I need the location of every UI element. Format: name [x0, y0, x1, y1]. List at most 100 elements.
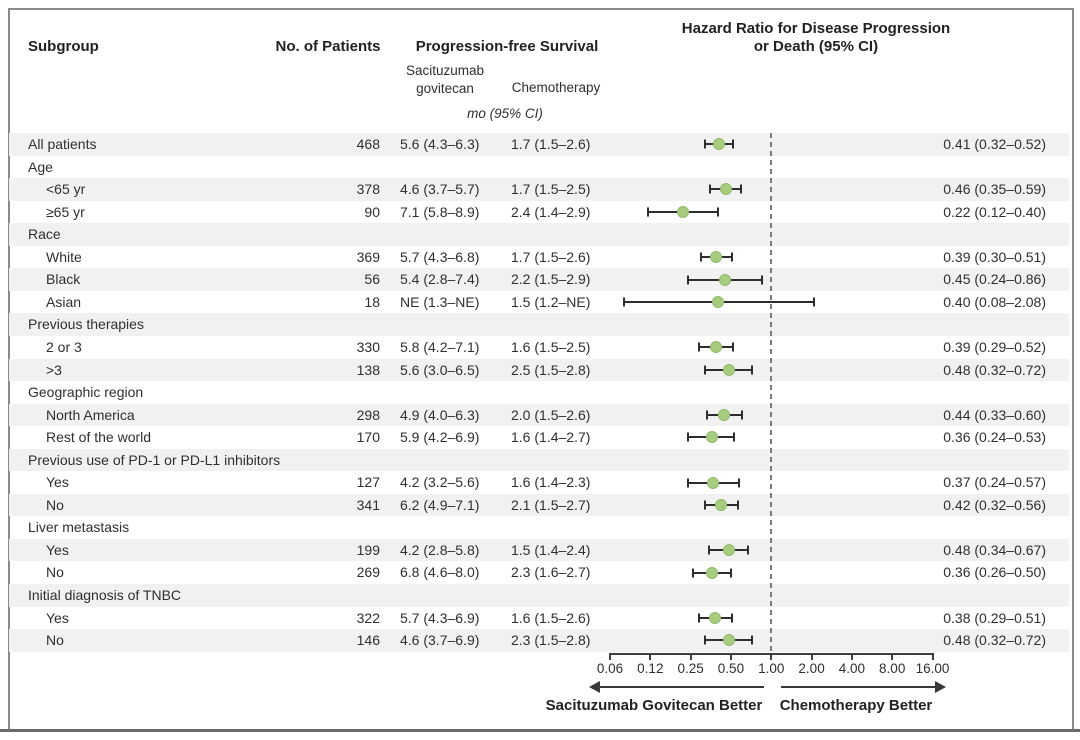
forest-row: Age — [9, 156, 1069, 179]
sacituzumab-header-line2: govitecan — [416, 81, 474, 96]
ci-cap-right — [751, 365, 754, 375]
axis-tick-mark — [649, 653, 652, 660]
ci-cap-right — [733, 432, 736, 442]
ci-cap-left — [646, 207, 649, 217]
ci-cap-right — [737, 478, 740, 488]
forest-row: All patients 468 5.6 (4.3–6.3) 1.7 (1.5–2.6… — [9, 133, 1069, 156]
hr-ci-value: 0.22 (0.12–0.40) — [943, 203, 1046, 220]
chemo-pfs-value: 1.5 (1.4–2.4) — [511, 541, 591, 558]
ci-cap-right — [761, 275, 764, 285]
sg-pfs-value: 5.7 (4.3–6.8) — [400, 248, 480, 265]
ci-cap-left — [703, 635, 706, 645]
ci-cap-right — [751, 635, 754, 645]
hr-point-marker — [707, 476, 720, 489]
forest-row: North America 298 4.9 (4.0–6.3) 2.0 (1.5–2.… — [9, 403, 1069, 427]
hr-ci-value: 0.41 (0.32–0.52) — [943, 136, 1046, 152]
subgroup-column-header: Subgroup — [28, 38, 99, 55]
chemo-pfs-value: 2.5 (1.5–2.8) — [511, 361, 591, 378]
hazard-ratio-column-header: Hazard Ratio for Disease Progression or … — [640, 20, 992, 56]
subgroup-label: >3 — [46, 361, 62, 378]
subgroup-label: Rest of the world — [46, 429, 152, 446]
hr-point-marker — [714, 499, 727, 512]
chemo-pfs-value: 1.5 (1.2–NE) — [511, 293, 591, 310]
hazard-ratio-header-line2: or Death (95% CI) — [753, 38, 879, 55]
axis-tick-mark — [729, 653, 732, 660]
axis-tick-label: 0.12 — [637, 661, 664, 676]
chemo-pfs-value: 2.3 (1.5–2.8) — [511, 632, 591, 649]
ci-cap-right — [716, 207, 719, 217]
hr-point-marker — [722, 544, 735, 557]
forest-row: White 369 5.7 (4.3–6.8) 1.7 (1.5–2.6) 0.39 (… — [9, 246, 1069, 269]
ci-cap-left — [707, 545, 710, 555]
left-better-arrow — [599, 686, 764, 688]
axis-tick-label: 16.00 — [915, 661, 950, 676]
hr-ci-value: 0.46 (0.35–0.59) — [943, 181, 1046, 198]
hr-ci-value: 0.48 (0.32–0.72) — [943, 632, 1046, 649]
left-better-label: Sacituzumab Govitecan Better — [545, 697, 763, 714]
forest-row: Yes 127 4.2 (3.2–5.6) 1.6 (1.4–2.3) 0.37 (0.… — [9, 471, 1069, 494]
sg-pfs-value: 4.6 (3.7–5.7) — [400, 181, 480, 198]
axis-tick-mark — [850, 653, 853, 660]
axis-tick-mark — [770, 653, 773, 660]
sg-pfs-value: 6.2 (4.9–7.1) — [400, 496, 480, 513]
hr-point-marker — [677, 205, 690, 218]
hr-ci-value: 0.48 (0.34–0.67) — [943, 541, 1046, 558]
hazard-ratio-header-line1: Hazard Ratio for Disease Progression — [681, 20, 951, 37]
hr-point-marker — [720, 183, 733, 196]
units-label: mo (95% CI) — [467, 106, 543, 121]
ci-cap-left — [703, 365, 706, 375]
hr-point-marker — [711, 296, 724, 309]
ci-cap-left — [687, 478, 690, 488]
forest-row: No 146 4.6 (3.7–6.9) 2.3 (1.5–2.8) 0.48 (0.3… — [9, 629, 1069, 652]
subgroup-label: Black — [46, 271, 81, 288]
ci-cap-left — [691, 568, 694, 578]
sg-pfs-value: 5.7 (4.3–6.9) — [400, 609, 480, 626]
hr-ci-value: 0.36 (0.24–0.53) — [943, 429, 1046, 446]
n-patients-value: 56 — [364, 271, 380, 288]
n-patients-value: 90 — [364, 203, 380, 220]
chemo-pfs-value: 1.6 (1.4–2.3) — [511, 474, 591, 491]
hr-ci-value: 0.48 (0.32–0.72) — [943, 361, 1046, 378]
sg-pfs-value: 5.4 (2.8–7.4) — [400, 271, 480, 288]
hr-point-marker — [722, 363, 735, 376]
ci-cap-left — [703, 500, 706, 510]
chemo-pfs-value: 2.4 (1.4–2.9) — [511, 203, 591, 220]
sacituzumab-header-line1: Sacituzumab — [405, 63, 485, 78]
forest-row: Previous therapies — [9, 313, 1069, 336]
subgroup-label: Asian — [46, 293, 82, 310]
sg-pfs-value: 5.6 (4.3–6.3) — [400, 136, 480, 152]
n-patients-value: 322 — [356, 609, 380, 626]
subgroup-category-label: Geographic region — [28, 384, 144, 401]
sg-pfs-value: 7.1 (5.8–8.9) — [400, 203, 480, 220]
sg-pfs-value: NE (1.3–NE) — [400, 293, 480, 310]
ci-cap-right — [731, 613, 734, 623]
n-patients-value: 18 — [364, 293, 380, 310]
subgroup-category-label: Initial diagnosis of TNBC — [28, 587, 182, 603]
subgroup-label: Yes — [46, 541, 69, 558]
axis-tick-label: 2.00 — [798, 661, 825, 676]
right-arrow-head-icon — [935, 681, 946, 693]
ci-cap-left — [623, 297, 626, 307]
pfs-column-header: Progression-free Survival — [415, 38, 599, 55]
hr-point-marker — [708, 611, 721, 624]
sacituzumab-subcolumn-header: Sacituzumab govitecan — [395, 62, 495, 98]
chemo-pfs-value: 1.6 (1.4–2.7) — [511, 429, 591, 446]
n-patients-value: 138 — [356, 361, 380, 378]
axis-tick-label: 4.00 — [838, 661, 866, 676]
n-patients-value: 269 — [356, 564, 380, 581]
forest-row: Rest of the world 170 5.9 (4.2–6.9) 1.6 (1.… — [9, 426, 1069, 449]
hr-point-marker — [710, 251, 723, 264]
forest-row: No 341 6.2 (4.9–7.1) 2.1 (1.5–2.7) 0.42 (0.3… — [9, 493, 1069, 517]
ci-cap-left — [687, 432, 690, 442]
right-better-arrow — [781, 686, 936, 688]
sg-pfs-value: 4.2 (2.8–5.8) — [400, 541, 480, 558]
hr-ci-value: 0.44 (0.33–0.60) — [943, 406, 1046, 423]
ci-cap-left — [703, 139, 706, 149]
subgroup-label: Yes — [46, 609, 69, 626]
axis-tick-label: 0.50 — [717, 661, 745, 676]
ci-cap-left — [705, 410, 708, 420]
n-patients-value: 170 — [356, 429, 380, 446]
chemo-pfs-value: 1.7 (1.5–2.6) — [511, 248, 591, 265]
axis-tick-mark — [689, 653, 692, 660]
chemo-pfs-value: 1.7 (1.5–2.6) — [511, 136, 591, 152]
